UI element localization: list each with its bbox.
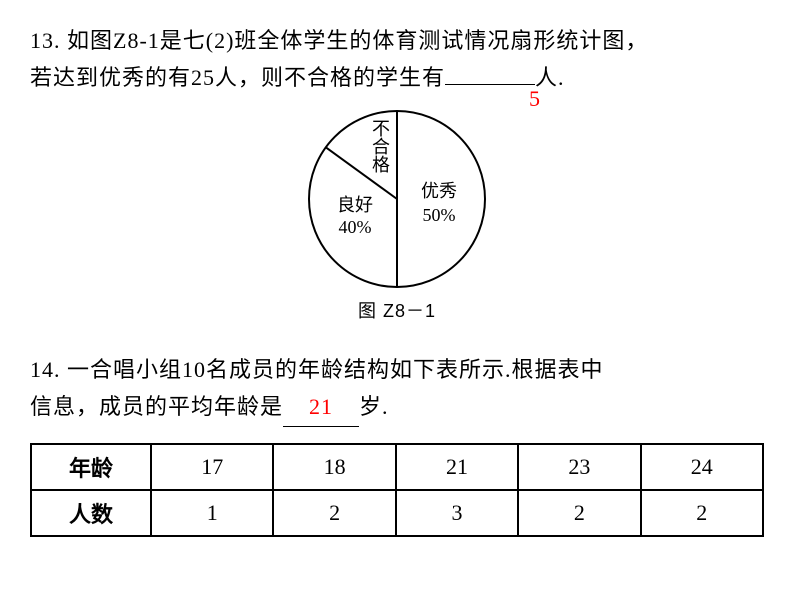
q14-blank: 21 <box>283 388 359 426</box>
count-cell: 2 <box>273 490 395 536</box>
count-cell: 2 <box>641 490 763 536</box>
q13-text: 13. 如图Z8-1是七(2)班全体学生的体育测试情况扇形统计图， 若达到优秀的… <box>30 22 764 97</box>
q14-line2a: 信息，成员的平均年龄是 <box>30 394 283 419</box>
pie-label-fail1: 不 <box>372 119 390 139</box>
pie-label-excellent: 优秀 <box>421 181 457 201</box>
pie-label-good: 良好 <box>337 195 373 215</box>
age-cell: 18 <box>273 444 395 490</box>
age-cell: 23 <box>518 444 640 490</box>
pie-label-good-pct: 40% <box>339 217 372 237</box>
pie-label-fail3: 格 <box>372 155 390 175</box>
count-cell: 1 <box>151 490 273 536</box>
age-cell: 24 <box>641 444 763 490</box>
age-table: 年龄 17 18 21 23 24 人数 1 2 3 2 2 <box>30 443 764 537</box>
count-cell: 3 <box>396 490 518 536</box>
pie-label-excellent-pct: 50% <box>423 205 456 225</box>
age-cell: 21 <box>396 444 518 490</box>
row-header-count: 人数 <box>31 490 151 536</box>
q14-text: 14. 一合唱小组10名成员的年龄结构如下表所示.根据表中 信息，成员的平均年龄… <box>30 351 764 427</box>
pie-caption: 图 Z8－1 <box>297 297 497 323</box>
age-cell: 17 <box>151 444 273 490</box>
q13-line1: 13. 如图Z8-1是七(2)班全体学生的体育测试情况扇形统计图， <box>30 28 648 53</box>
pie-chart-container: 优秀 50% 不 合 格 良好 40% 图 Z8－1 <box>30 105 764 323</box>
q13-blank: 5 <box>445 84 535 85</box>
q14-line1: 14. 一合唱小组10名成员的年龄结构如下表所示.根据表中 <box>30 357 604 382</box>
count-cell: 2 <box>518 490 640 536</box>
q14-line2b: 岁. <box>359 394 389 419</box>
table-row: 年龄 17 18 21 23 24 <box>31 444 763 490</box>
q14-answer: 21 <box>309 394 333 419</box>
pie-label-fail2: 合 <box>372 137 390 157</box>
q13-line2a: 若达到优秀的有25人，则不合格的学生有 <box>30 65 445 90</box>
q13-answer: 5 <box>529 80 541 117</box>
table-row: 人数 1 2 3 2 2 <box>31 490 763 536</box>
pie-chart: 优秀 50% 不 合 格 良好 40% <box>297 105 497 293</box>
row-header-age: 年龄 <box>31 444 151 490</box>
